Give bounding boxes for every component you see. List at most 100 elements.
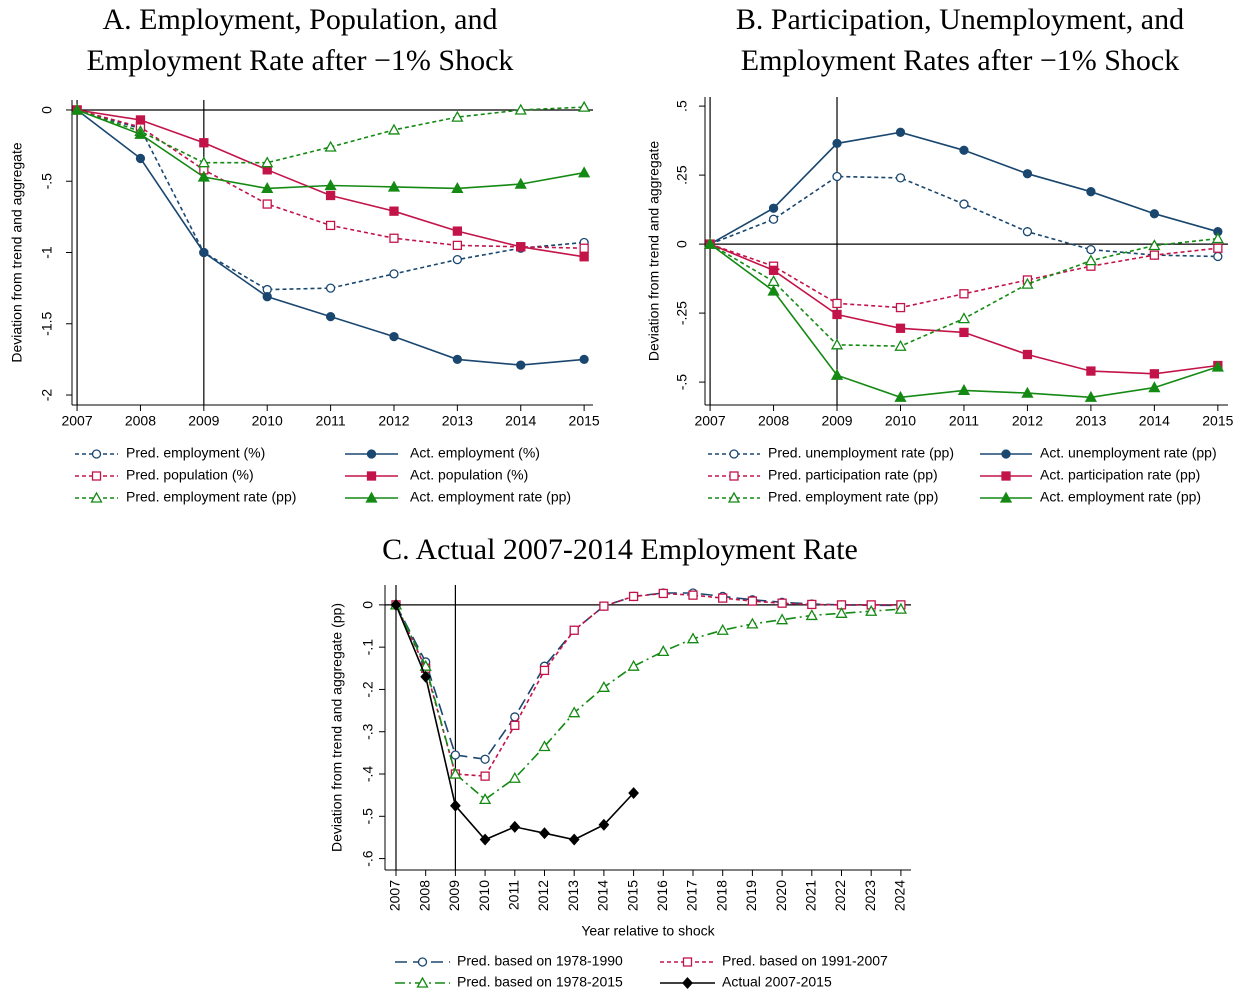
y-tick-label: 0 [360,601,376,609]
marker [420,670,432,683]
chart-title: B. Participation, Unemployment, and [736,3,1184,36]
x-tick-label: 2016 [654,880,670,911]
y-tick-label: -2 [39,389,55,402]
y-tick-label: -.3 [360,723,376,740]
marker [451,182,464,194]
x-tick-label: 2014 [595,880,611,911]
marker [1149,250,1160,260]
legend-label: Pred. population (%) [126,467,254,483]
x-tick-label: 2024 [892,880,908,911]
marker [686,632,700,644]
x-tick-label: 2010 [885,413,916,429]
marker [832,171,842,182]
marker [957,312,971,324]
x-tick-label: 2014 [1139,413,1170,429]
x-tick-label: 2008 [416,880,432,911]
marker [895,173,906,183]
marker [895,323,906,333]
legend-marker [727,491,741,503]
x-axis-label: Year relative to shock [581,923,715,939]
legend-label: Pred. employment (%) [126,445,265,461]
x-tick-label: 2013 [1075,413,1106,429]
marker [767,284,780,296]
legend-label: Act. employment rate (pp) [410,489,571,505]
marker [597,680,610,692]
marker [747,596,758,606]
marker [390,598,402,611]
marker [514,103,527,115]
marker [516,360,526,370]
marker [1086,366,1096,376]
marker [832,138,842,149]
chart-title: A. Employment, Population, and [103,3,498,36]
marker [716,623,729,635]
marker [508,771,521,783]
marker [775,613,789,625]
legend-label: Pred. participation rate (pp) [768,467,938,483]
y-tick-label: -.6 [360,850,376,867]
x-tick-label: 2010 [252,413,283,429]
marker [894,602,908,614]
x-tick-label: 2011 [505,880,521,910]
y-tick-label: -1.5 [39,311,55,335]
marker [538,740,551,752]
marker [579,354,589,365]
marker [1022,169,1033,179]
marker [480,771,490,781]
legend-marker [999,491,1013,503]
x-tick-label: 2009 [188,413,219,429]
y-tick-label: .5 [674,100,690,112]
marker [895,127,906,137]
marker [959,145,969,155]
marker [599,601,609,611]
x-tick-label: 2009 [821,413,852,429]
x-tick-label: 2011 [949,413,979,429]
y-tick-label: 0 [39,106,55,114]
legend-label: Pred. based on 1978-1990 [457,953,623,969]
legend-label: Pred. employment rate (pp) [768,489,938,505]
x-tick-label: 2020 [773,880,789,911]
x-tick-label: 2015 [569,413,600,429]
marker [325,283,336,293]
marker [1211,232,1224,244]
marker [389,206,399,216]
legend-marker [729,471,739,481]
marker [539,665,550,676]
marker [450,750,461,760]
series-line [395,592,901,777]
x-tick-label: 2013 [565,880,581,911]
legend-label: Pred. unemployment rate (pp) [768,445,954,461]
marker [578,100,591,112]
marker [262,292,272,302]
marker [865,604,878,616]
marker [628,787,639,800]
x-tick-label: 2012 [1012,413,1043,429]
marker [830,338,844,350]
marker [325,190,336,201]
marker [419,659,432,671]
legend-marker [365,491,378,503]
chart-title: Employment Rates after −1% Shock [741,44,1180,77]
marker [449,767,462,779]
marker [579,252,589,262]
marker [1021,277,1034,289]
legend-label: Act. participation rate (pp) [1040,467,1200,483]
marker [832,298,842,309]
marker [452,354,463,365]
y-tick-label: -.25 [674,301,690,325]
y-axis-label: Deviation from trend and aggregate (pp) [329,603,345,852]
x-tick-label: 2007 [694,413,725,429]
marker [569,625,579,635]
series-line [76,109,585,291]
legend-marker [366,471,377,481]
x-tick-label: 2008 [125,413,156,429]
marker [387,123,401,135]
marker [480,754,490,764]
marker [658,588,668,599]
marker [835,606,848,618]
marker [1211,360,1224,372]
y-axis-label: Deviation from trend and aggregate [646,141,662,361]
marker [1084,254,1098,266]
